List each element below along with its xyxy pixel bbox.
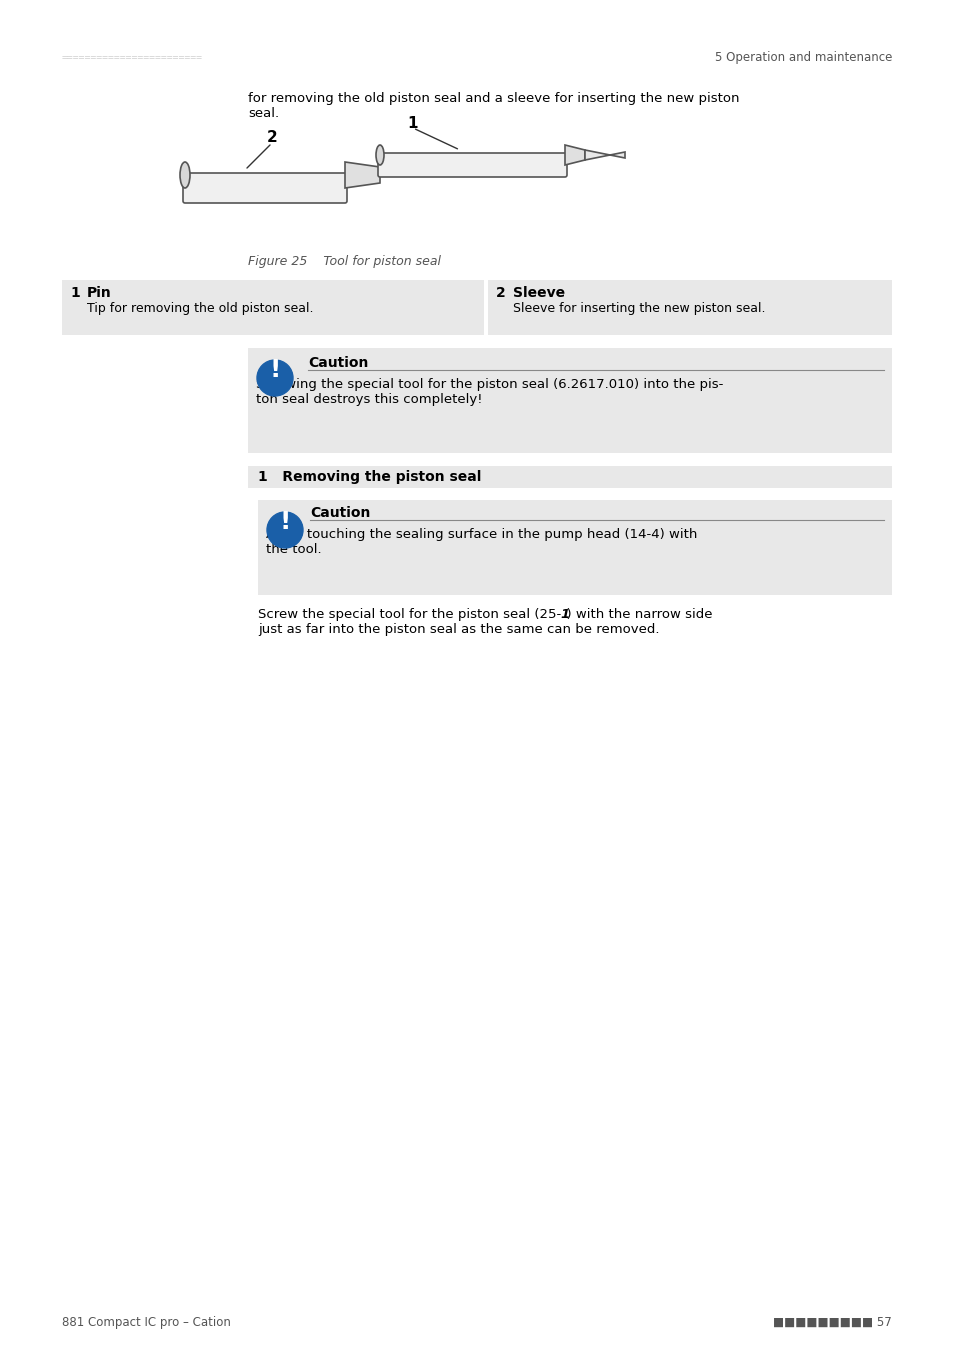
- Text: !: !: [279, 510, 291, 535]
- FancyBboxPatch shape: [377, 153, 566, 177]
- Text: !: !: [269, 358, 280, 382]
- Text: Caution: Caution: [310, 506, 370, 520]
- Text: 1: 1: [559, 608, 569, 621]
- FancyBboxPatch shape: [248, 466, 891, 487]
- Text: 1: 1: [407, 116, 417, 131]
- Polygon shape: [345, 162, 379, 188]
- Text: 2: 2: [496, 286, 505, 300]
- Polygon shape: [564, 144, 584, 165]
- Text: Avoid touching the sealing surface in the pump head (14-4) with
the tool.: Avoid touching the sealing surface in th…: [266, 528, 697, 556]
- FancyBboxPatch shape: [248, 348, 891, 454]
- Text: Figure 25    Tool for piston seal: Figure 25 Tool for piston seal: [248, 255, 440, 269]
- Text: 5 Operation and maintenance: 5 Operation and maintenance: [714, 51, 891, 65]
- Text: for removing the old piston seal and a sleeve for inserting the new piston
seal.: for removing the old piston seal and a s…: [248, 92, 739, 120]
- FancyBboxPatch shape: [488, 279, 891, 335]
- Text: Screwing the special tool for the piston seal (6.2617.010) into the pis-
ton sea: Screwing the special tool for the piston…: [255, 378, 722, 406]
- Text: 881 Compact IC pro – Cation: 881 Compact IC pro – Cation: [62, 1316, 231, 1328]
- FancyBboxPatch shape: [257, 500, 891, 595]
- Polygon shape: [584, 150, 624, 161]
- Text: Caution: Caution: [308, 356, 368, 370]
- Ellipse shape: [375, 144, 384, 165]
- Text: 2: 2: [266, 131, 277, 146]
- Text: Sleeve: Sleeve: [513, 286, 564, 300]
- Text: 1: 1: [70, 286, 80, 300]
- Text: Tip for removing the old piston seal.: Tip for removing the old piston seal.: [87, 302, 314, 315]
- Text: 1   Removing the piston seal: 1 Removing the piston seal: [257, 470, 481, 485]
- Text: ========================: ========================: [62, 53, 203, 63]
- Circle shape: [256, 360, 293, 396]
- Text: Pin: Pin: [87, 286, 112, 300]
- FancyBboxPatch shape: [62, 279, 483, 335]
- Circle shape: [267, 512, 303, 548]
- Text: ■■■■■■■■■ 57: ■■■■■■■■■ 57: [773, 1316, 891, 1328]
- FancyBboxPatch shape: [183, 173, 347, 202]
- Text: Sleeve for inserting the new piston seal.: Sleeve for inserting the new piston seal…: [513, 302, 764, 315]
- Text: Screw the special tool for the piston seal (25-  ) with the narrow side
just as : Screw the special tool for the piston se…: [257, 608, 712, 636]
- Ellipse shape: [180, 162, 190, 188]
